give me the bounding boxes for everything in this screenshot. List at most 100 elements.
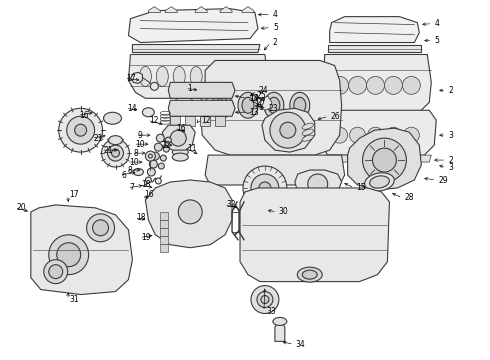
Polygon shape: [328, 45, 421, 53]
Text: 9: 9: [137, 131, 142, 140]
Text: 5: 5: [273, 23, 278, 32]
Circle shape: [150, 82, 158, 90]
Text: 11: 11: [187, 144, 196, 153]
Circle shape: [251, 174, 279, 202]
Polygon shape: [203, 98, 207, 116]
Ellipse shape: [172, 143, 188, 151]
Circle shape: [146, 177, 151, 183]
Polygon shape: [323, 54, 431, 112]
Circle shape: [261, 296, 269, 303]
Circle shape: [165, 137, 172, 143]
Ellipse shape: [140, 67, 151, 86]
Polygon shape: [262, 108, 315, 152]
Polygon shape: [200, 60, 342, 155]
Ellipse shape: [207, 67, 219, 86]
Polygon shape: [128, 54, 268, 98]
Polygon shape: [215, 116, 225, 126]
Polygon shape: [132, 45, 260, 53]
Ellipse shape: [108, 136, 122, 145]
Ellipse shape: [365, 173, 394, 191]
Circle shape: [178, 200, 202, 224]
Polygon shape: [325, 155, 431, 162]
Ellipse shape: [302, 135, 314, 141]
Text: 3: 3: [448, 163, 453, 172]
Polygon shape: [185, 102, 195, 112]
Polygon shape: [160, 212, 168, 220]
Text: 14: 14: [127, 104, 137, 113]
Polygon shape: [188, 98, 192, 116]
Circle shape: [257, 292, 273, 307]
Ellipse shape: [290, 92, 310, 118]
Text: 29: 29: [438, 176, 448, 185]
Circle shape: [57, 243, 81, 267]
Circle shape: [280, 122, 296, 138]
Circle shape: [87, 214, 115, 242]
Text: 15: 15: [357, 184, 366, 193]
Text: 19: 19: [142, 233, 151, 242]
Text: 16: 16: [80, 111, 89, 120]
Text: 2: 2: [273, 38, 278, 47]
Circle shape: [372, 148, 396, 172]
Text: 28: 28: [404, 193, 414, 202]
Circle shape: [368, 127, 384, 143]
Text: 34: 34: [296, 340, 306, 349]
Polygon shape: [347, 128, 421, 190]
Text: 2: 2: [448, 156, 453, 165]
Circle shape: [331, 76, 348, 94]
Circle shape: [243, 166, 287, 210]
Text: 32: 32: [226, 201, 236, 210]
Ellipse shape: [369, 176, 390, 188]
Circle shape: [155, 178, 161, 184]
Ellipse shape: [294, 97, 306, 113]
Ellipse shape: [190, 67, 202, 86]
Circle shape: [49, 235, 89, 275]
Circle shape: [171, 130, 186, 146]
Polygon shape: [205, 155, 344, 185]
Polygon shape: [200, 116, 210, 126]
Ellipse shape: [238, 92, 258, 118]
Circle shape: [160, 155, 166, 161]
Polygon shape: [200, 102, 210, 112]
Text: 2: 2: [448, 86, 453, 95]
Circle shape: [386, 127, 401, 143]
Text: 20: 20: [17, 203, 26, 212]
Ellipse shape: [103, 112, 122, 124]
Circle shape: [67, 116, 95, 144]
Circle shape: [107, 145, 123, 161]
Ellipse shape: [156, 67, 168, 86]
Text: 13: 13: [249, 108, 259, 117]
Ellipse shape: [172, 148, 188, 156]
Text: 26: 26: [331, 112, 340, 121]
Circle shape: [367, 76, 385, 94]
Polygon shape: [295, 170, 342, 198]
Ellipse shape: [302, 270, 317, 279]
Text: 10: 10: [135, 140, 145, 149]
Polygon shape: [160, 228, 168, 236]
Circle shape: [332, 127, 347, 143]
Ellipse shape: [273, 318, 287, 325]
Polygon shape: [146, 180, 232, 248]
Circle shape: [59, 108, 102, 152]
Circle shape: [308, 174, 328, 194]
Ellipse shape: [172, 153, 188, 161]
Polygon shape: [165, 7, 177, 13]
Circle shape: [101, 139, 129, 167]
Polygon shape: [168, 100, 235, 116]
Polygon shape: [242, 7, 254, 13]
Polygon shape: [240, 188, 390, 282]
Circle shape: [363, 138, 406, 182]
Ellipse shape: [302, 123, 314, 129]
Text: 21: 21: [103, 145, 113, 154]
Text: 33: 33: [266, 307, 276, 316]
Circle shape: [112, 149, 120, 157]
Ellipse shape: [133, 168, 144, 176]
Circle shape: [251, 285, 279, 314]
Text: 24: 24: [259, 86, 269, 95]
Text: 7: 7: [129, 184, 134, 193]
Text: 6: 6: [122, 171, 126, 180]
Polygon shape: [260, 96, 272, 110]
Polygon shape: [330, 17, 419, 42]
Text: 17: 17: [70, 190, 79, 199]
Ellipse shape: [216, 97, 228, 113]
Text: 10: 10: [129, 158, 139, 167]
